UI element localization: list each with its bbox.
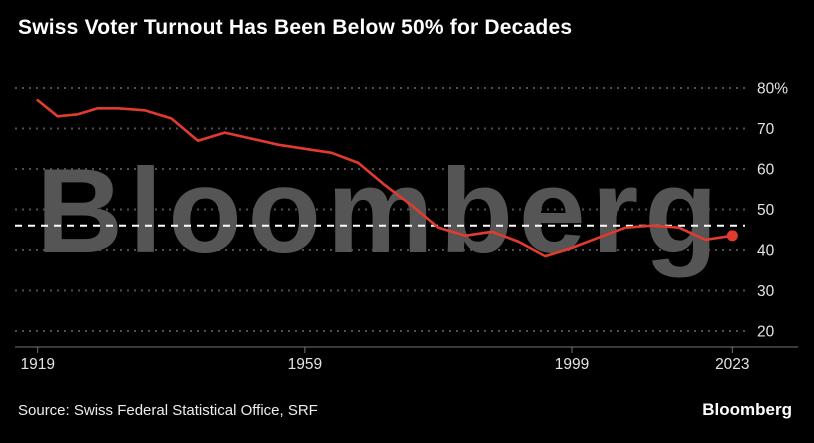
x-axis-label: 1999: [555, 356, 589, 373]
y-axis-label: 50: [757, 202, 775, 219]
x-axis-label: 1959: [288, 356, 322, 373]
y-axis-label: 40: [757, 243, 775, 260]
bloomberg-logo: Bloomberg: [702, 400, 792, 419]
end-point-marker: [726, 230, 738, 242]
turnout-line-series: [36, 98, 734, 258]
bloomberg-watermark: Bloomberg: [36, 144, 723, 278]
y-axis-label: 20: [757, 324, 775, 341]
y-axis-label: 30: [757, 283, 775, 300]
source-text: Source: Swiss Federal Statistical Office…: [18, 402, 318, 419]
y-axis-label: 60: [757, 162, 775, 179]
y-axis-label: 80%: [757, 81, 788, 98]
y-axis-label: 70: [757, 121, 775, 138]
chart-title: Swiss Voter Turnout Has Been Below 50% f…: [18, 16, 573, 39]
x-axis-label: 1919: [20, 356, 54, 373]
x-axis-label: 2023: [715, 356, 749, 373]
